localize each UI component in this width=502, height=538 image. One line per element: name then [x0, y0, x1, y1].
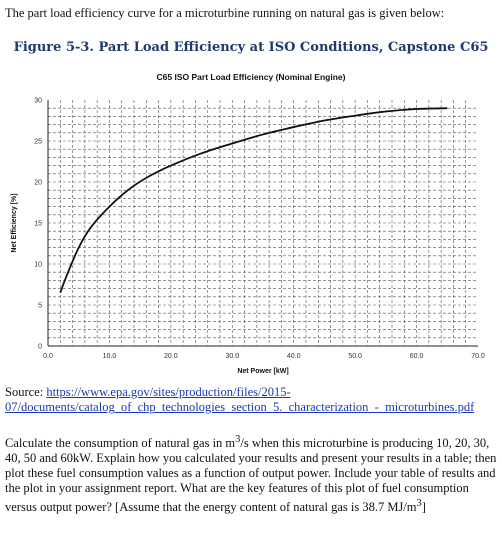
source-link-continued[interactable]: 07/documents/catalog_of_chp_technologies… — [5, 400, 475, 414]
chart-grid — [48, 100, 478, 346]
x-tick-label: 10.0 — [103, 353, 117, 360]
figure-title: Figure 5-3. Part Load Efficiency at ISO … — [13, 40, 489, 55]
source-link[interactable]: https://www.epa.gov/sites/production/fil… — [46, 385, 291, 399]
x-tick-label: 70.0 — [471, 353, 485, 360]
x-tick-label: 0.0 — [43, 353, 53, 360]
y-tick-label: 25 — [34, 139, 42, 146]
y-tick-label: 20 — [34, 180, 42, 187]
efficiency-chart: 0 5 10 15 20 25 30 0.0 10.0 20.0 30.0 40.0 50.0 60.0 7… — [11, 98, 485, 376]
source-label: Source: — [5, 385, 47, 399]
intro-text: The part load efficiency curve for a mic… — [5, 6, 445, 20]
y-axis-label: Net Efficiency [%] — [11, 193, 18, 252]
chart-ticks: 0 5 10 15 20 25 30 0.0 10.0 20.0 30.0 40.0 50.0 60.0 7… — [34, 98, 485, 361]
y-tick-label: 0 — [38, 344, 42, 351]
x-tick-label: 40.0 — [287, 353, 301, 360]
x-tick-label: 50.0 — [348, 353, 362, 360]
efficiency-curve — [59, 107, 448, 294]
question-text-1: Calculate the consumption of natural gas… — [5, 436, 236, 451]
question-text-3: ] — [421, 500, 426, 515]
y-tick-label: 5 — [38, 303, 42, 310]
x-tick-label: 60.0 — [410, 353, 424, 360]
y-tick-label: 15 — [34, 221, 42, 228]
x-tick-label: 20.0 — [164, 353, 178, 360]
question-superscript-1: 3 — [235, 434, 241, 445]
question-text-2: /s when this microturbine is producing 1… — [5, 436, 497, 515]
y-tick-label: 30 — [34, 98, 42, 105]
chart-axes — [47, 100, 478, 347]
chart-title: C65 ISO Part Load Efficiency (Nominal En… — [156, 72, 346, 82]
x-tick-label: 30.0 — [225, 353, 239, 360]
x-axis-label: Net Power [kW] — [237, 368, 288, 375]
question-superscript-2: 3 — [416, 498, 422, 510]
assignment-question: Calculate the consumption of natural gas… — [5, 432, 500, 515]
source-citation: Source: https://www.epa.gov/sites/produc… — [5, 385, 502, 415]
y-tick-label: 10 — [34, 262, 42, 269]
